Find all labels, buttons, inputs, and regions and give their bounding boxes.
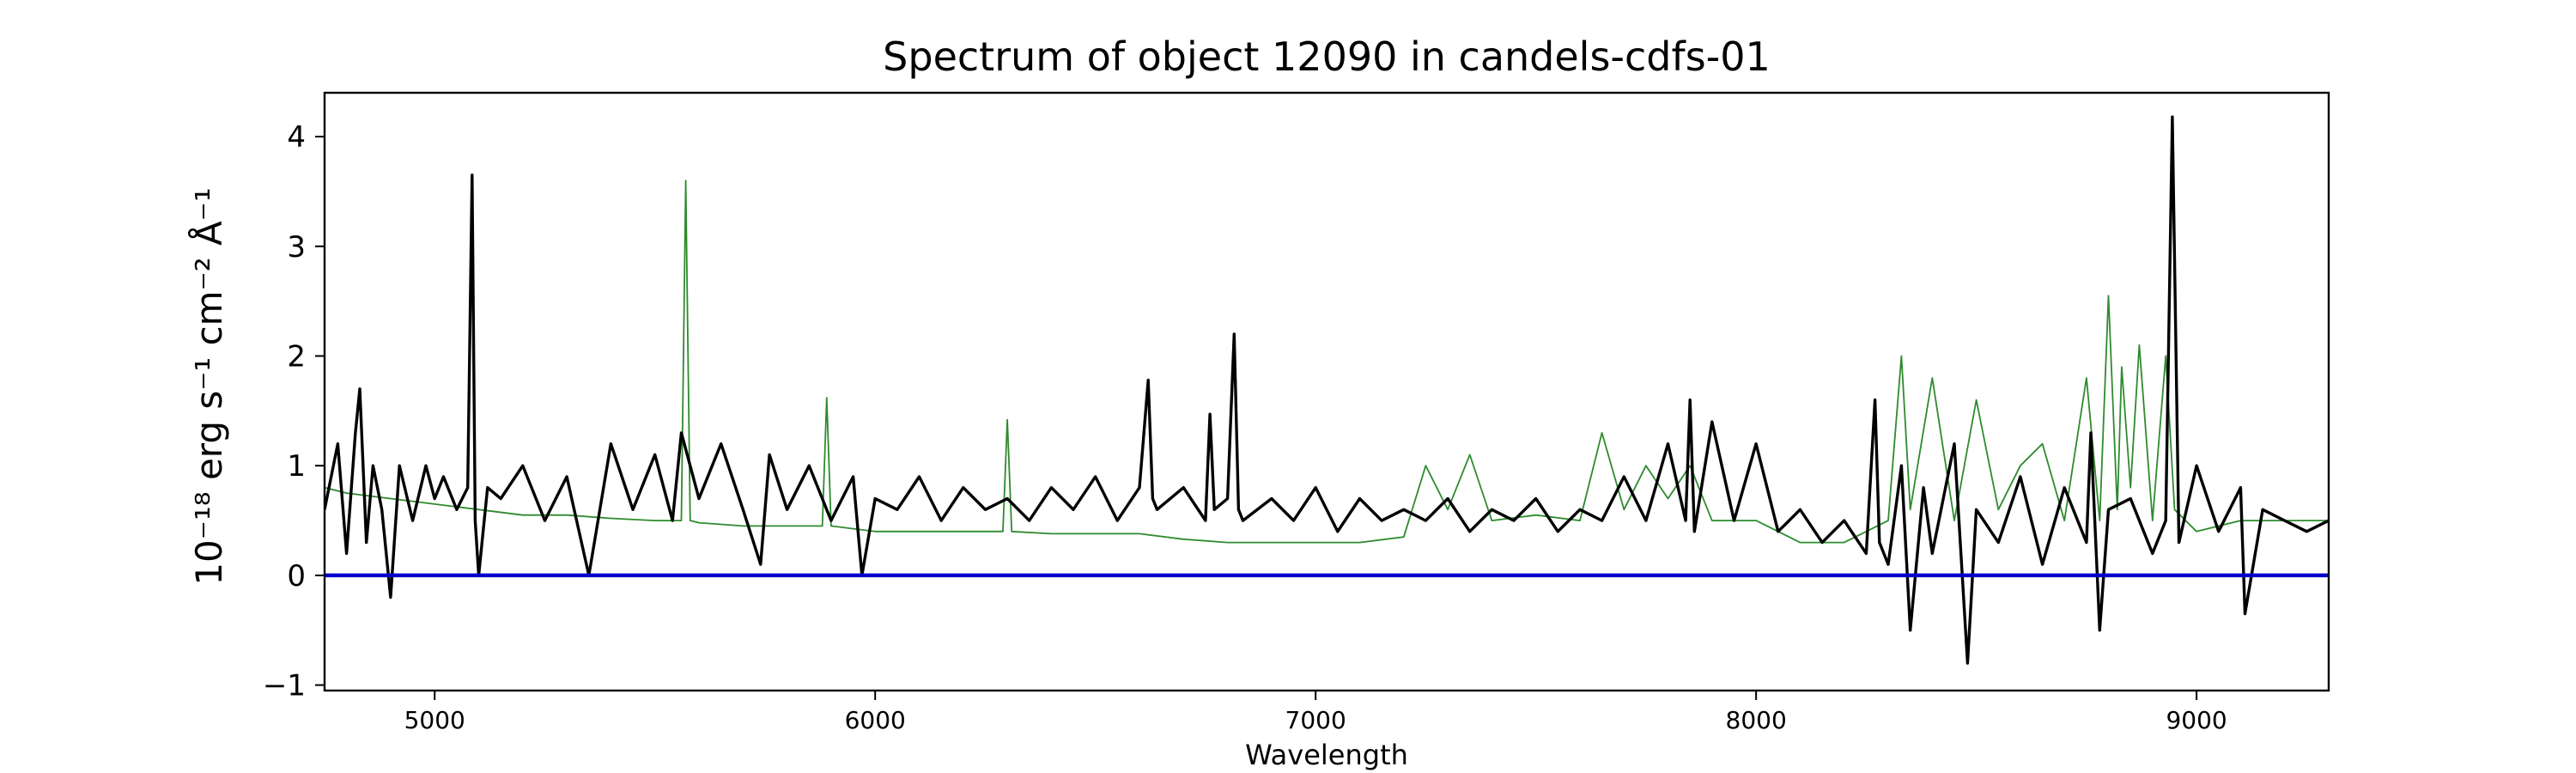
y-tick-label: 1 bbox=[287, 449, 306, 484]
plot-frame bbox=[323, 91, 2330, 692]
y-tick-label: 3 bbox=[287, 230, 306, 265]
y-tick-label: −1 bbox=[263, 669, 306, 703]
x-tick-label: 7000 bbox=[1285, 706, 1346, 734]
plot-area bbox=[325, 115, 2329, 665]
x-tick-label: 8000 bbox=[1726, 706, 1787, 734]
y-tick-label: 4 bbox=[287, 120, 306, 155]
x-tick-label: 5000 bbox=[404, 706, 465, 734]
series-line-data bbox=[325, 115, 2329, 665]
series-line-model bbox=[325, 180, 2329, 544]
y-tick-label: 2 bbox=[287, 339, 306, 374]
y-tick-label: 0 bbox=[287, 559, 306, 593]
chart-title: Spectrum of object 12090 in candels-cdfs… bbox=[883, 33, 1771, 80]
axes: 5000 6000 7000 8000 9000 −1 0 1 2 3 4 bbox=[263, 91, 2330, 734]
x-tick-label: 9000 bbox=[2166, 706, 2227, 734]
x-tick-label: 6000 bbox=[845, 706, 906, 734]
y-axis-label: 10⁻¹⁸ erg s⁻¹ cm⁻² Å⁻¹ bbox=[187, 187, 230, 585]
x-axis-label: Wavelength bbox=[1245, 739, 1408, 771]
